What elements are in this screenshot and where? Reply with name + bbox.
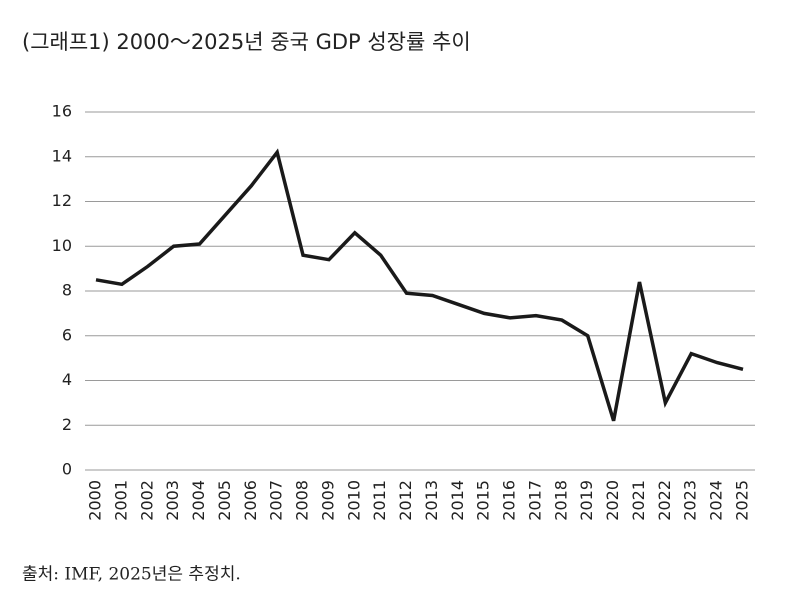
x-tick-label: 2005 [215,480,234,521]
x-tick-label: 2022 [655,480,674,521]
x-tick-label: 2021 [629,480,648,521]
source-note: 출처: IMF, 2025년은 추정치. [22,565,241,585]
x-tick-label: 2020 [603,480,622,521]
data-line [95,148,744,422]
y-tick-label: 4 [62,370,72,389]
y-tick-label: 8 [62,281,72,300]
y-tick-label: 2 [62,415,72,434]
x-tick-label: 2007 [267,480,286,521]
y-tick-label: 10 [52,236,72,255]
x-tick-label: 2016 [500,480,519,521]
x-tick-label: 2004 [189,480,208,521]
chart-title: (그래프1) 2000～2025년 중국 GDP 성장률 추이 [22,30,471,54]
x-tick-label: 2002 [137,480,156,521]
x-tick-label: 2003 [163,480,182,521]
y-tick-label: 0 [62,460,72,479]
x-tick-label: 2025 [733,480,752,521]
x-tick-label: 2010 [344,480,363,521]
x-tick-label: 2009 [318,480,337,521]
y-tick-label: 6 [62,325,72,344]
x-tick-label: 2023 [681,480,700,521]
x-tick-label: 2011 [370,480,389,521]
x-tick-label: 2024 [707,480,726,521]
x-tick-label: 2017 [525,480,544,521]
x-tick-label: 2013 [422,480,441,521]
x-tick-label: 2015 [474,480,493,521]
y-tick-label: 16 [52,102,72,121]
x-tick-label: 2012 [396,480,415,521]
x-tick-label: 2006 [241,480,260,521]
x-tick-label: 2018 [551,480,570,521]
x-tick-label: 2019 [577,480,596,521]
x-tick-label: 2008 [293,480,312,521]
x-tick-label: 2000 [86,480,105,521]
x-tick-label: 2014 [448,480,467,521]
y-tick-label: 14 [52,146,72,165]
y-tick-label: 12 [52,191,72,210]
x-tick-label: 2001 [111,480,130,521]
